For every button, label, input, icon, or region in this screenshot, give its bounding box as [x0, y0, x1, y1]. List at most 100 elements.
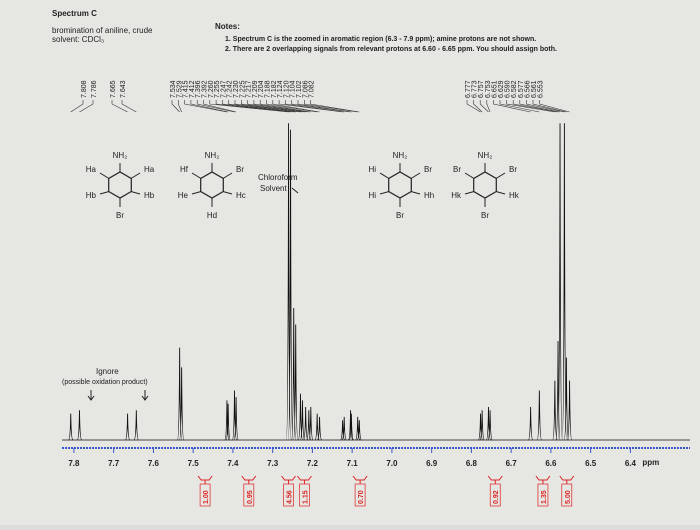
peak-leader	[111, 100, 128, 113]
atom-label: Br	[481, 211, 489, 220]
peak-label: 7.665	[110, 80, 117, 98]
title: Spectrum C	[52, 9, 97, 18]
peak	[485, 406, 492, 441]
peak-label: 6.777	[465, 80, 472, 98]
peak-leader	[171, 100, 180, 113]
peak-label: 6.582	[511, 80, 518, 98]
atom-label: Hb	[144, 191, 155, 200]
integral-label: 1.00	[203, 490, 210, 504]
peak	[552, 380, 558, 441]
peak-leader	[506, 100, 555, 113]
atom-label: NH₂	[393, 151, 408, 160]
peak-label: 7.808	[81, 80, 88, 98]
peak-leader	[178, 100, 182, 113]
peak-leader	[310, 100, 360, 113]
x-tick-label: 6.7	[506, 459, 518, 468]
atom-label: Br	[396, 211, 404, 220]
peak-leader	[512, 100, 559, 113]
bonds	[191, 163, 233, 207]
peak	[124, 413, 131, 441]
ignore-arrows	[87, 390, 149, 401]
peak-label: 6.590	[505, 80, 512, 98]
atom-label: Hb	[86, 191, 97, 200]
x-tick-label: 7.1	[347, 459, 359, 468]
atom-label: Hc	[236, 191, 246, 200]
peak-label: 7.255	[214, 80, 221, 98]
x-tick-label: 6.8	[466, 459, 478, 468]
atom-label: Br	[453, 165, 461, 174]
peak-label: 7.204	[258, 80, 265, 98]
peak-leader	[304, 100, 358, 113]
peak	[348, 413, 355, 441]
peak-leader	[291, 100, 351, 113]
peak-leader	[486, 100, 491, 113]
peak-label: 7.120	[283, 80, 290, 98]
atom-label: Hk	[451, 191, 462, 200]
peak	[303, 406, 309, 441]
atom-label: NH₂	[113, 151, 128, 160]
solvent-label: Chloroform	[258, 173, 298, 182]
peak-label: 7.217	[246, 80, 253, 98]
peak-label: 7.102	[296, 80, 303, 98]
integral-box	[537, 483, 549, 507]
atom-label: He	[178, 191, 189, 200]
x-tick-label: 7.0	[386, 459, 398, 468]
x-tick-label: 7.2	[307, 459, 319, 468]
integral-label: 0.70	[358, 490, 365, 504]
note: 1. Spectrum C is the zoomed in aromatic …	[225, 36, 536, 43]
peak-leader	[285, 100, 345, 113]
peak-leader	[79, 100, 94, 113]
peak	[356, 420, 362, 441]
peak	[487, 410, 493, 441]
solvent: solvent: CDCl₃	[52, 35, 104, 44]
integral-label: 1.15	[302, 490, 309, 504]
atom-label: Hk	[509, 191, 520, 200]
peak	[76, 410, 83, 441]
peak-label: 7.242	[227, 80, 234, 98]
peak	[308, 406, 314, 441]
atom-label: Br	[236, 165, 244, 174]
peak	[297, 393, 304, 441]
peak	[178, 367, 185, 441]
x-tick-label: 6.4	[625, 459, 637, 468]
peak	[293, 324, 299, 441]
peak	[527, 406, 534, 441]
integral-label: 0.92	[493, 490, 500, 504]
peak-leader	[493, 100, 531, 113]
peak-label: 6.577	[518, 80, 525, 98]
peak-leader	[479, 100, 489, 113]
bonds	[379, 163, 421, 207]
peak-label: 7.182	[271, 80, 278, 98]
peak-label: 7.124	[277, 80, 284, 98]
integral-bracket	[487, 475, 503, 484]
peak	[536, 390, 543, 441]
peak-leader	[499, 100, 540, 113]
peak	[557, 123, 563, 441]
x-tick-label: 7.4	[227, 459, 239, 468]
peak-label: 7.260	[208, 80, 215, 98]
peak	[316, 416, 323, 441]
peak	[224, 400, 230, 441]
atom-label: NH₂	[205, 151, 220, 160]
bonds	[464, 163, 506, 207]
solvent-label: Solvent	[260, 184, 287, 193]
peak-label: 7.392	[202, 80, 209, 98]
peak-leader	[266, 100, 318, 113]
integral-bracket	[241, 475, 257, 484]
peak-label: 6.773	[472, 80, 479, 98]
atom-label: Hi	[368, 191, 376, 200]
x-tick-label: 6.5	[585, 459, 597, 468]
peak	[231, 390, 238, 441]
atom-label: Ha	[86, 165, 97, 174]
peak-leader	[228, 100, 296, 113]
atom-label: NH₂	[478, 151, 493, 160]
peak	[133, 410, 139, 441]
notes-title: Notes:	[215, 22, 240, 31]
atom-label: Br	[116, 211, 124, 220]
x-tick-label: 7.8	[68, 459, 80, 468]
peak	[291, 307, 297, 441]
peak-leader	[519, 100, 561, 113]
peak-leader	[532, 100, 567, 113]
atom-label: Hd	[207, 211, 217, 220]
